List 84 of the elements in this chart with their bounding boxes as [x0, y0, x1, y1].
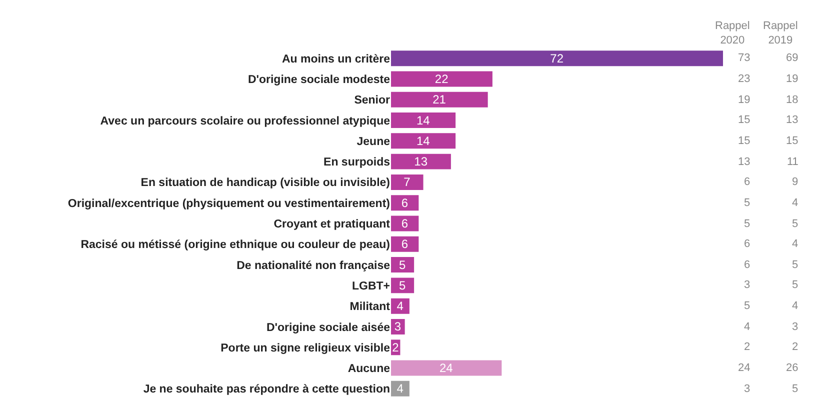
y-tick-label: Je ne souhaite pas répondre à cette question: [143, 384, 390, 396]
text: 5: [744, 218, 750, 230]
data-label: 3: [394, 320, 402, 334]
y-tick-label: Au moins un critère: [282, 53, 390, 66]
text: 2: [744, 341, 750, 353]
bar: [391, 174, 424, 190]
y-tick-label: LGBT+: [352, 280, 390, 292]
data-label: 22: [434, 72, 449, 86]
data-label: 5: [399, 258, 406, 272]
text: 15: [738, 114, 750, 126]
text: 13: [738, 156, 750, 168]
data-label: 4: [396, 382, 404, 396]
text: 4: [744, 321, 750, 333]
data-label: 2: [392, 340, 400, 354]
bar: [391, 360, 502, 376]
bar: [391, 133, 456, 149]
bar: [391, 257, 414, 273]
text: 6: [744, 176, 750, 188]
text: 24: [738, 362, 750, 374]
data-label: 4: [396, 299, 404, 314]
text: 3: [744, 279, 750, 291]
data-label: 14: [416, 134, 430, 148]
data-label: 6: [401, 196, 408, 210]
text: 5: [744, 197, 750, 209]
bar: [391, 236, 419, 252]
bar: [391, 71, 492, 87]
text: 5: [792, 259, 798, 271]
text: Rappel 2019: [763, 20, 798, 46]
text: 5: [744, 300, 750, 312]
text: 5: [792, 218, 798, 230]
y-tick-label: Jeune: [356, 136, 390, 148]
y-tick-label: Original/excentrique (physiquement ou vestimentairement): [68, 198, 390, 210]
text: 4: [792, 197, 798, 209]
bar: [391, 154, 451, 170]
y-tick-label: Croyant et pratiquant: [274, 218, 390, 231]
text: 19: [738, 94, 750, 106]
data-label: 13: [414, 154, 428, 169]
bar: [391, 50, 723, 66]
text: 19: [786, 73, 798, 85]
text: 4: [792, 238, 798, 250]
text: 15: [786, 135, 798, 147]
text: 5: [792, 279, 798, 291]
data-label: 5: [399, 278, 406, 292]
y-tick-label: D'origine sociale modeste: [248, 74, 390, 86]
text: Rappel 2020: [715, 20, 750, 46]
text: 6: [744, 238, 750, 250]
text: 13: [786, 114, 798, 126]
bar: [391, 298, 410, 314]
text: 11: [787, 156, 798, 168]
text: 4: [792, 300, 798, 312]
y-tick-label: Racisé ou métissé (origine ethnique ou couleur de peau): [80, 239, 390, 252]
data-label: 24: [440, 361, 454, 376]
y-tick-label: D'origine sociale aisée: [266, 322, 390, 334]
y-tick-label: Aucune: [348, 363, 390, 376]
data-label: 7: [404, 175, 411, 190]
y-tick-label: Militant: [350, 301, 390, 314]
text: 73: [738, 52, 750, 64]
data-label: 14: [416, 113, 430, 128]
bar: [391, 92, 488, 108]
y-tick-label: De nationalité non française: [236, 260, 390, 272]
data-label: 72: [550, 51, 564, 66]
text: 69: [786, 52, 798, 64]
text: 3: [792, 321, 798, 333]
text: 15: [738, 135, 750, 147]
text: 18: [786, 94, 798, 106]
y-tick-label: Avec un parcours scolaire ou professionnel atypique: [100, 115, 390, 128]
bar: [391, 112, 456, 128]
y-tick-label: Senior: [354, 94, 391, 107]
data-label: 6: [401, 216, 408, 230]
text: 5: [792, 383, 798, 395]
text: 2: [792, 341, 798, 353]
y-tick-label: Porte un signe religieux visible: [220, 342, 390, 354]
text: 9: [792, 176, 798, 188]
text: 6: [744, 259, 750, 271]
text: 23: [738, 73, 750, 85]
bar: [391, 278, 414, 294]
bar: [391, 380, 410, 396]
data-label: 6: [401, 237, 408, 252]
y-tick-label: En surpoids: [324, 156, 390, 169]
text: 3: [744, 383, 750, 395]
data-label: 21: [432, 92, 446, 107]
y-tick-label: En situation de handicap (visible ou invisible): [140, 177, 390, 190]
bar: [391, 195, 419, 211]
text: 26: [786, 362, 798, 374]
